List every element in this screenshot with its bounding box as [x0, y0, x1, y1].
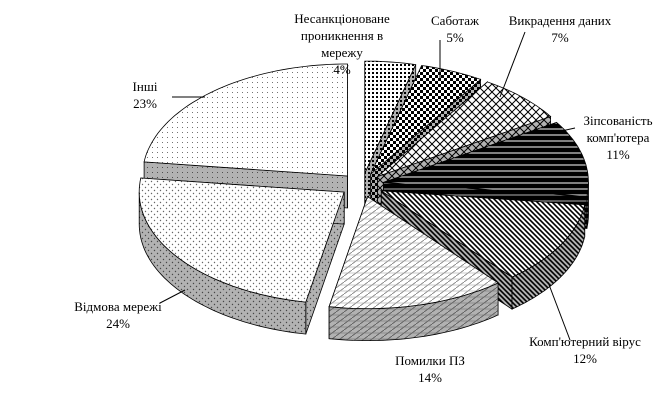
slices [138, 60, 589, 341]
value-label: 24% [106, 316, 130, 331]
value-label: 11% [606, 147, 630, 162]
slice [143, 63, 348, 177]
label: Викрадення даних 7% [500, 12, 620, 46]
category-label: Помилки ПЗ [395, 353, 465, 368]
category-label: Викрадення даних [508, 13, 612, 28]
slice [379, 190, 586, 278]
slice-side-shade [586, 182, 589, 229]
slice [377, 81, 552, 177]
label: Зіпсованість комп'ютера 11% [575, 112, 661, 163]
slice-side-shade [329, 282, 499, 341]
category-label: Зіпсованість комп'ютера [583, 113, 653, 145]
value-label: 7% [551, 30, 569, 45]
value-label: 12% [573, 351, 597, 366]
label: Несанкціоноване проникнення в мережу 4% [282, 10, 402, 78]
category-label: Комп'ютерний вірус [529, 334, 641, 349]
label: Комп'ютерний вірус 12% [515, 333, 655, 367]
slice [328, 195, 499, 309]
label: Саботаж 5% [415, 12, 495, 46]
leader-line [547, 127, 576, 135]
slice-side-shade [139, 192, 306, 335]
slice [370, 65, 482, 175]
slice-side-shade [512, 204, 585, 310]
value-label: 5% [446, 30, 464, 45]
slice [364, 60, 417, 174]
leader-lines [159, 31, 576, 341]
category-label: Відмова мережі [74, 299, 162, 314]
value-label: 14% [418, 370, 442, 385]
label: Відмова мережі 24% [55, 298, 181, 332]
value-label: 4% [333, 62, 351, 77]
leader-line [159, 289, 186, 304]
category-label: Несанкціоноване проникнення в мережу [294, 11, 390, 60]
label: Помилки ПЗ 14% [380, 352, 480, 386]
leader-line [547, 281, 571, 341]
category-label: Саботаж [431, 13, 479, 28]
value-label: 23% [133, 96, 157, 111]
slice-side-shade [305, 192, 345, 335]
label: Інші 23% [115, 78, 175, 112]
category-label: Інші [132, 79, 158, 94]
leader-line [499, 31, 526, 98]
slice [383, 121, 589, 197]
slice [138, 177, 345, 303]
